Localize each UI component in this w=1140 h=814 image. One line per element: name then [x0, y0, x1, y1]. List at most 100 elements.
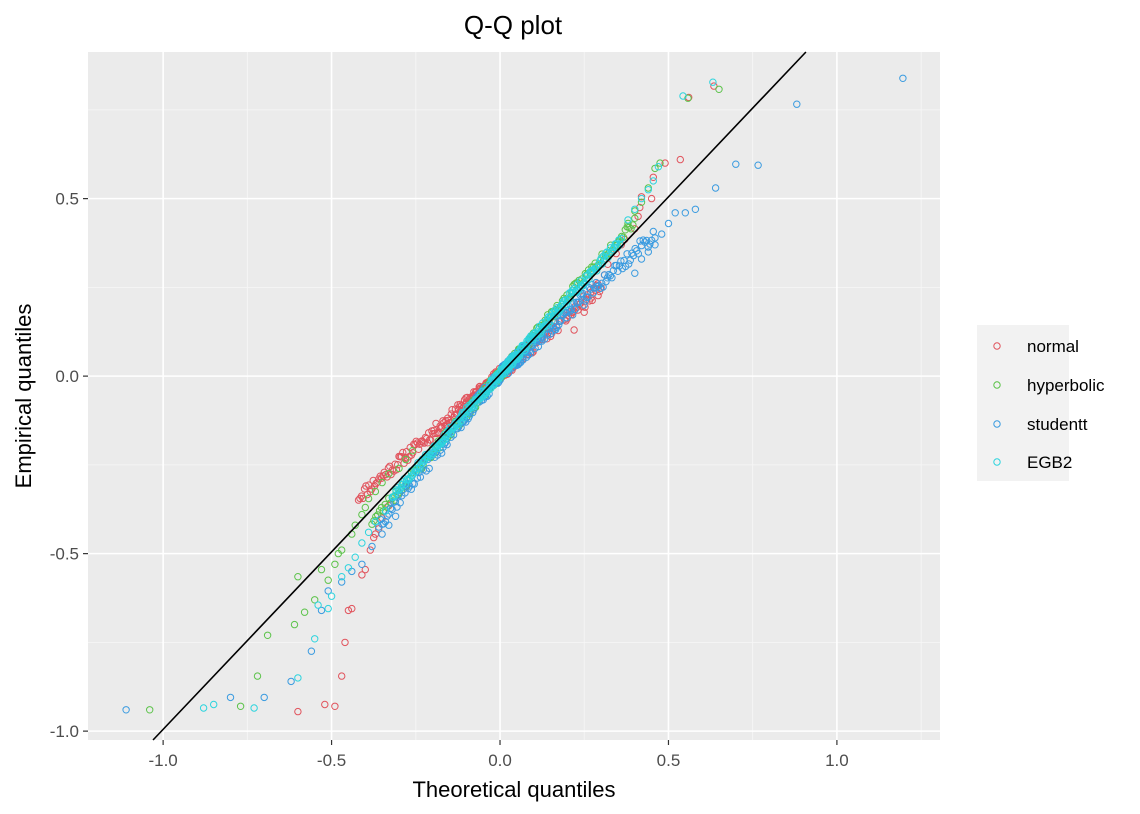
data-point — [625, 223, 633, 232]
data-point — [210, 700, 218, 709]
data-point — [236, 702, 245, 710]
data-point — [899, 74, 907, 83]
data-point — [606, 244, 615, 252]
major-gridlines — [88, 52, 940, 740]
data-point — [732, 160, 740, 168]
y-axis: -1.0 -0.5 0.0 0.5 — [50, 190, 88, 741]
data-point — [598, 279, 606, 287]
legend-marker-icon — [993, 381, 1001, 389]
data-point — [516, 350, 524, 358]
data-point — [636, 203, 644, 212]
y-axis-title: Empirical quantiles — [11, 304, 36, 489]
x-tick-label: -0.5 — [317, 751, 346, 770]
data-point — [338, 546, 346, 554]
y-tick-label: -0.5 — [50, 545, 79, 564]
data-point — [379, 507, 387, 515]
data-point — [371, 518, 380, 526]
x-tick-label: 1.0 — [825, 751, 849, 770]
data-point — [371, 487, 380, 496]
data-point — [631, 244, 639, 253]
data-point — [391, 460, 399, 468]
data-point — [384, 464, 393, 472]
legend-label: hyperbolic — [1027, 376, 1105, 395]
data-point — [654, 163, 663, 171]
x-tick-label: -1.0 — [148, 751, 177, 770]
data-point — [612, 240, 621, 248]
data-point — [250, 704, 258, 712]
data-point — [593, 267, 601, 275]
data-point — [617, 234, 625, 243]
data-point — [327, 592, 336, 600]
data-point — [199, 704, 208, 712]
data-point — [710, 82, 718, 90]
data-point — [358, 510, 366, 519]
data-point — [451, 405, 460, 413]
data-point — [634, 250, 642, 258]
data-point — [317, 565, 326, 574]
data-point — [443, 431, 451, 439]
data-point — [263, 631, 272, 639]
data-point — [395, 464, 403, 473]
data-point — [649, 173, 657, 182]
data-point — [425, 464, 433, 473]
data-point — [629, 221, 637, 229]
data-point — [534, 342, 543, 351]
data-point — [522, 353, 531, 361]
data-point — [427, 436, 435, 444]
data-point — [679, 92, 687, 100]
legend-item-normal: normal — [993, 337, 1079, 356]
legend-label: normal — [1027, 337, 1079, 356]
data-point — [571, 305, 579, 314]
data-point — [631, 269, 639, 277]
data-point — [447, 429, 455, 437]
reference-line — [152, 51, 807, 741]
data-point — [553, 323, 561, 331]
data-point — [526, 349, 535, 357]
data-point — [566, 307, 574, 315]
data-point — [351, 553, 359, 561]
data-point — [691, 205, 700, 214]
data-point — [370, 533, 378, 542]
data-point — [307, 647, 316, 655]
data-point — [420, 439, 428, 447]
data-point — [341, 638, 349, 647]
data-point — [681, 209, 689, 217]
data-point — [664, 219, 673, 228]
data-point — [644, 186, 652, 194]
data-point — [570, 326, 578, 334]
data-point — [429, 449, 437, 458]
data-point — [661, 159, 669, 167]
plot-panel — [88, 51, 940, 741]
data-point — [324, 587, 332, 595]
data-point — [624, 219, 632, 228]
data-point — [294, 674, 302, 682]
data-point — [359, 494, 367, 503]
data-point — [314, 601, 322, 609]
data-point — [555, 321, 563, 329]
legend-marker-icon — [993, 458, 1001, 466]
data-point — [637, 198, 646, 206]
data-point — [364, 494, 373, 503]
data-point — [585, 275, 593, 283]
data-point — [385, 521, 393, 529]
legend-item-studentt: studentt — [993, 415, 1088, 434]
minor-gridlines — [88, 52, 940, 740]
data-point — [383, 512, 391, 520]
y-tick-label: 0.0 — [55, 367, 79, 386]
data-point — [391, 512, 400, 520]
data-point — [416, 473, 425, 481]
data-point — [656, 159, 664, 167]
data-point — [459, 414, 468, 422]
legend-item-hyperbolic: hyperbolic — [993, 376, 1105, 395]
data-point — [485, 383, 493, 391]
data-point — [324, 576, 332, 584]
data-point — [536, 329, 545, 338]
data-point — [641, 238, 649, 246]
data-point — [431, 429, 439, 438]
data-point — [440, 431, 448, 439]
legend-key-background — [977, 325, 1069, 481]
data-point — [358, 539, 366, 547]
data-point — [625, 260, 633, 268]
legend-item-egb2: EGB2 — [993, 453, 1072, 472]
data-point — [294, 573, 302, 581]
